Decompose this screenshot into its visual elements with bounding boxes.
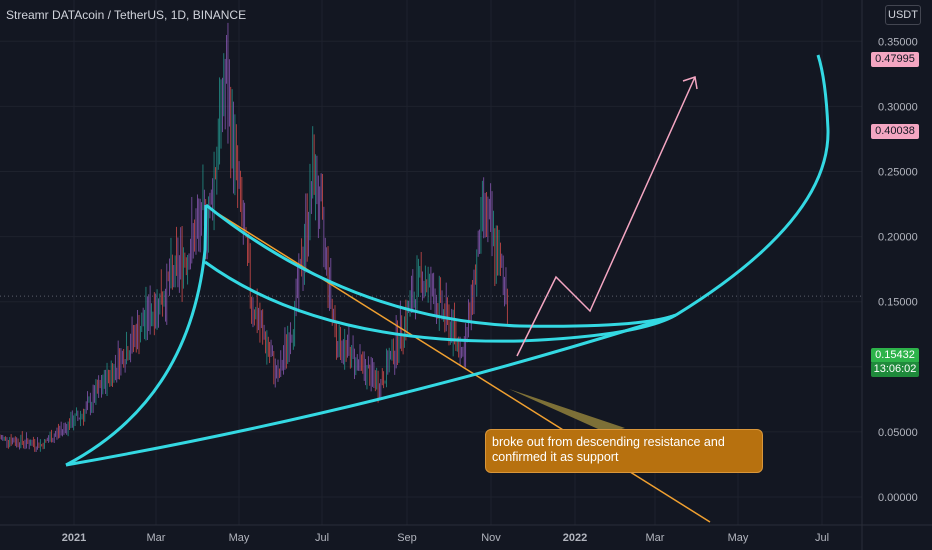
annotation-callout[interactable]: broke out from descending resistance and… (485, 429, 763, 473)
parabolic-curve-left (65, 204, 208, 467)
x-tick-label: May (229, 532, 250, 544)
currency-button[interactable]: USDT (885, 5, 921, 25)
cup-curve-upper (205, 203, 677, 328)
cup-curve-lower (204, 260, 677, 343)
x-tick-label: 2022 (563, 532, 587, 544)
y-tick-label: 0.35000 (878, 36, 918, 48)
x-tick-label: Mar (147, 532, 166, 544)
x-tick-label: 2021 (62, 532, 86, 544)
ascending-support-curve (65, 313, 677, 467)
chart-title: Streamr DATAcoin / TetherUS, 1D, BINANCE (6, 8, 247, 22)
y-tick-label: 0.25000 (878, 167, 918, 179)
x-tick-label: Mar (646, 532, 665, 544)
candle-countdown: 13:06:02 (871, 362, 919, 377)
time-axis: 2021 Mar May Jul Sep Nov 2022 Mar May Jul (0, 524, 932, 544)
y-tick-label: 0.00000 (878, 492, 918, 504)
projection-path (516, 76, 696, 357)
y-tick-label: 0.05000 (878, 427, 918, 439)
x-tick-label: Jul (315, 532, 329, 544)
level-badge-lower: 0.40038 (871, 124, 919, 139)
x-tick-label: Sep (397, 532, 417, 544)
x-tick-label: Jul (815, 532, 829, 544)
projection-arrow-head (682, 76, 698, 90)
current-price-badge: 0.15432 (871, 348, 919, 363)
descending-resistance-line (205, 205, 711, 523)
annotation-pointer (509, 389, 625, 433)
y-tick-label: 0.15000 (878, 297, 918, 309)
candlestick-series (0, 22, 508, 453)
projected-curve (675, 54, 830, 317)
y-tick-label: 0.30000 (878, 101, 918, 113)
y-tick-label: 0.20000 (878, 232, 918, 244)
price-axis: 0.500000.450000.400000.350000.300000.250… (861, 0, 918, 550)
level-badge-upper: 0.47995 (871, 52, 919, 67)
x-tick-label: May (728, 532, 749, 544)
x-tick-label: Nov (481, 532, 501, 544)
